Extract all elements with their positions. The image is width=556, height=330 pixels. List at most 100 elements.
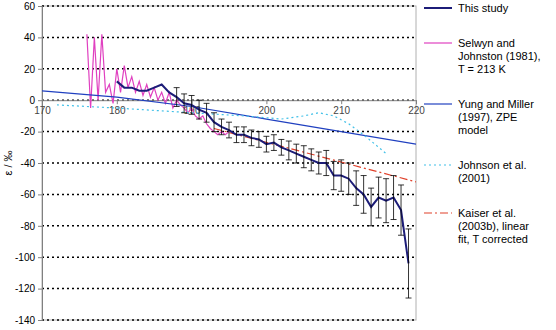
- grid-line: [42, 319, 416, 321]
- x-tick-label: 210: [333, 105, 350, 116]
- error-stem: [199, 100, 200, 119]
- error-cap: [286, 141, 292, 142]
- legend-swatch: [424, 7, 452, 9]
- error-cap: [346, 194, 352, 195]
- error-cap: [361, 213, 367, 214]
- grid: [42, 6, 416, 320]
- y-tick: 60: [24, 1, 42, 12]
- y-tick-label: 20: [24, 64, 36, 75]
- error-cap: [278, 155, 284, 156]
- y-tick-mark: [38, 37, 42, 38]
- error-bar: [338, 160, 344, 191]
- error-bar: [263, 136, 269, 152]
- x-tick-label: 200: [259, 105, 276, 116]
- y-tick: -140: [15, 315, 42, 326]
- chart: -140-120-100-80-60-40-200204060170180190…: [0, 0, 556, 330]
- error-stem: [311, 149, 312, 171]
- series-line: [87, 34, 229, 134]
- error-cap: [331, 161, 337, 162]
- error-bar: [301, 146, 307, 168]
- y-tick-label: -140: [15, 315, 35, 326]
- legend-label: Kaiser et al.(2003b), linearfit, T corre…: [458, 207, 529, 245]
- y-tick: 40: [24, 32, 42, 43]
- legend-label-line: Yung and Miller: [458, 98, 534, 110]
- error-stem: [326, 150, 327, 175]
- error-cap: [278, 139, 284, 140]
- error-cap: [211, 112, 217, 113]
- error-stem: [236, 127, 237, 143]
- error-cap: [181, 112, 187, 113]
- error-bar: [204, 103, 210, 122]
- y-tick: 20: [24, 64, 42, 75]
- error-cap: [271, 150, 277, 151]
- error-cap: [256, 147, 262, 148]
- grid-line: [42, 288, 416, 290]
- y-axis-title: ε / ‰: [2, 150, 14, 175]
- error-bar: [256, 132, 262, 148]
- error-cap: [301, 167, 307, 168]
- legend-item: Johnson et al.(2001): [424, 159, 527, 184]
- error-bar: [196, 100, 202, 119]
- error-bar: [271, 135, 277, 151]
- error-bar: [189, 95, 195, 114]
- error-bar: [211, 113, 217, 132]
- error-cap: [308, 170, 314, 171]
- legend-swatch: [424, 42, 452, 43]
- error-stem: [363, 176, 364, 214]
- x-tick: 200: [259, 100, 276, 116]
- error-stem: [266, 136, 267, 152]
- legend: This studySelwyn andJohnston (1981),T = …: [424, 2, 541, 245]
- error-stem: [408, 229, 409, 298]
- y-tick-label: -120: [15, 283, 35, 294]
- y-tick-mark: [38, 257, 42, 258]
- error-cap: [263, 152, 269, 153]
- legend-label: Johnson et al.(2001): [458, 159, 527, 184]
- error-stem: [341, 160, 342, 191]
- y-tick-label: 0: [29, 95, 35, 106]
- error-cap: [263, 136, 269, 137]
- y-tick-mark: [38, 194, 42, 195]
- error-stem: [371, 188, 372, 226]
- error-cap: [398, 235, 404, 236]
- error-cap: [196, 100, 202, 101]
- legend-label-line: model: [458, 124, 488, 136]
- error-cap: [233, 142, 239, 143]
- error-cap: [346, 163, 352, 164]
- error-cap: [383, 222, 389, 223]
- error-stem: [176, 88, 177, 107]
- y-tick: -40: [21, 158, 42, 169]
- error-stem: [356, 171, 357, 206]
- error-stem: [303, 146, 304, 168]
- error-cap: [219, 119, 225, 120]
- legend-item: This study: [424, 2, 509, 14]
- error-cap: [248, 130, 254, 131]
- legend-label-line: Selwyn and: [458, 37, 515, 49]
- error-cap: [293, 144, 299, 145]
- legend-label-line: Kaiser et al.: [458, 207, 516, 219]
- y-axis-line: [38, 7, 43, 321]
- y-tick-mark: [38, 163, 42, 164]
- error-bar: [406, 229, 412, 298]
- error-cap: [406, 298, 412, 299]
- legend-item: Yung and Miller(1997), ZPEmodel: [424, 98, 534, 136]
- error-cap: [301, 145, 307, 146]
- error-bar: [368, 188, 374, 226]
- x-tick-mark: [117, 100, 118, 104]
- legend-label-line: (2003b), linear: [458, 220, 529, 232]
- x-tick-label: 170: [34, 105, 51, 116]
- x-tick-mark: [42, 100, 43, 104]
- error-bar: [346, 163, 352, 194]
- error-bar: [241, 127, 247, 143]
- error-cap: [398, 184, 404, 185]
- grid-line: [42, 5, 416, 7]
- error-cap: [204, 122, 210, 123]
- legend-label-line: This study: [458, 2, 509, 14]
- error-cap: [368, 188, 374, 189]
- error-stem: [348, 163, 349, 194]
- error-cap: [189, 114, 195, 115]
- error-bar: [293, 144, 299, 163]
- grid-line: [42, 256, 416, 258]
- error-cap: [293, 163, 299, 164]
- x-tick-mark: [266, 100, 267, 104]
- plot-area: [42, 34, 416, 298]
